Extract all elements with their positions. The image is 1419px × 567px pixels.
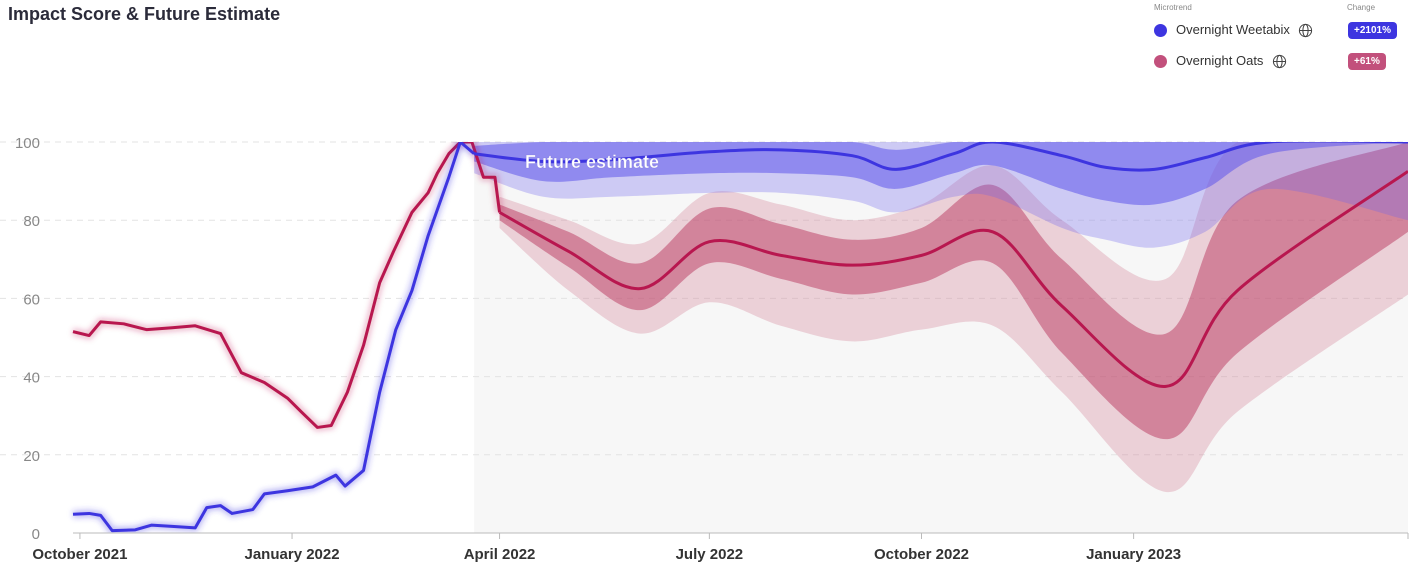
legend-label-oats: Overnight Oats bbox=[1176, 53, 1264, 68]
change-badge-oats: +61% bbox=[1348, 53, 1386, 70]
y-tick-label: 0 bbox=[32, 526, 40, 543]
y-tick-label: 40 bbox=[23, 370, 40, 387]
legend: Microtrend Change Overnight Weetabix +21… bbox=[1148, 0, 1414, 80]
legend-dot-weetabix bbox=[1154, 24, 1167, 37]
legend-label-weetabix: Overnight Weetabix bbox=[1176, 22, 1290, 37]
x-tick-label: January 2022 bbox=[245, 546, 340, 563]
x-tick-label: October 2022 bbox=[874, 546, 969, 563]
chart-title: Impact Score & Future Estimate bbox=[8, 4, 281, 24]
y-tick-label: 20 bbox=[23, 448, 40, 465]
forecast-inner-band-oats bbox=[499, 142, 1408, 440]
y-tick-label: 80 bbox=[23, 213, 40, 230]
globe-icon[interactable] bbox=[1272, 54, 1287, 74]
series-line-weetabix bbox=[72, 142, 476, 533]
y-tick-label: 100 bbox=[15, 135, 40, 152]
series-glow-weetabix bbox=[72, 142, 477, 533]
globe-icon[interactable] bbox=[1298, 23, 1313, 43]
y-tick-label: 60 bbox=[23, 291, 40, 308]
forecast-inner-band-weetabix bbox=[474, 142, 1408, 206]
series-glow-oats bbox=[72, 142, 504, 432]
legend-header-trend: Microtrend bbox=[1154, 3, 1192, 12]
x-tick-label: October 2021 bbox=[32, 546, 127, 563]
forecast-line-oats bbox=[498, 170, 1408, 388]
x-tick-label: July 2022 bbox=[676, 546, 744, 563]
forecast-line-weetabix bbox=[474, 142, 1408, 172]
legend-header-change: Change bbox=[1347, 3, 1376, 12]
legend-dot-oats bbox=[1154, 55, 1167, 68]
x-tick-label: April 2022 bbox=[464, 546, 536, 563]
legend-item-weetabix[interactable]: Overnight Weetabix +2101% bbox=[1148, 18, 1414, 40]
x-tick-label: January 2023 bbox=[1086, 546, 1181, 563]
legend-item-oats[interactable]: Overnight Oats +61% bbox=[1148, 49, 1414, 71]
change-badge-weetabix: +2101% bbox=[1348, 22, 1397, 39]
future-estimate-label: Future estimate bbox=[525, 152, 659, 172]
